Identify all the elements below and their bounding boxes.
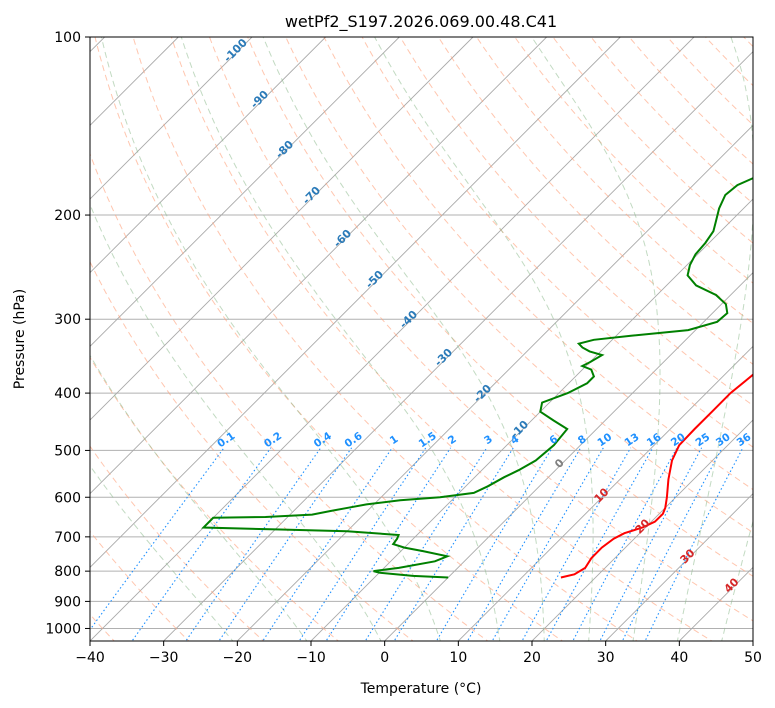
isotherm-line [90, 37, 400, 347]
y-tick-label: 600 [54, 490, 81, 506]
mixing-ratio-line [435, 447, 553, 641]
y-axis-label: Pressure (hPa) [12, 289, 28, 389]
mixing-ratio-line [325, 447, 452, 641]
y-tick-label: 100 [54, 30, 81, 46]
moist-adiabat-line [180, 37, 501, 641]
isotherm-line [90, 37, 253, 200]
y-tick-label: 700 [54, 530, 81, 546]
plot-frame [89, 36, 754, 642]
isotherms [90, 37, 753, 641]
dry-adiabat-line [285, 37, 753, 534]
x-tick-label: 0 [380, 650, 389, 666]
dry-adiabat-line [666, 37, 753, 126]
moist-adiabat-line [90, 464, 234, 641]
y-tick-label: 800 [54, 564, 81, 580]
dry-adiabat-line [437, 37, 753, 365]
isotherm-line [310, 198, 753, 641]
isotherm-line [90, 37, 326, 274]
dewpoint-line [201, 177, 753, 579]
mixing-ratio-line [572, 447, 678, 641]
isotherm-line [752, 640, 753, 641]
y-tick-label: 900 [54, 594, 81, 610]
moist-adiabat-line [676, 37, 753, 641]
x-tick-label: −30 [149, 650, 179, 666]
mixing-ratio-line [364, 447, 488, 641]
y-tick-label: 300 [54, 312, 81, 328]
dry-adiabats [90, 24, 775, 644]
isotherm-line [458, 345, 753, 641]
chart-title: wetPf2_S197.2026.069.00.48.C41 [285, 12, 557, 32]
isotherm-line [237, 124, 753, 641]
x-axis-label: Temperature (°C) [360, 681, 482, 697]
x-tick-label: −20 [223, 650, 253, 666]
x-tick-label: −40 [75, 650, 105, 666]
dry-adiabat-line [208, 37, 753, 622]
isotherm-line [531, 419, 753, 641]
plot-area [90, 37, 753, 641]
moist-adiabat-line [374, 37, 594, 641]
plot-layers [90, 24, 775, 644]
isotherm-line [90, 37, 621, 568]
moist-adiabat-line [765, 37, 775, 643]
dry-adiabat-line [170, 37, 713, 641]
mixing-ratio-lines [90, 447, 744, 641]
dry-adiabat-line [132, 37, 638, 641]
x-tick-label: −10 [296, 650, 326, 666]
isotherm-line [90, 37, 695, 641]
mixing-ratio-line [393, 447, 514, 641]
dry-adiabat-line [769, 24, 775, 644]
gridlines [90, 36, 753, 629]
moist-adiabat-line [721, 519, 753, 641]
dry-adiabat-line [90, 152, 489, 641]
mixing-ratio-line [599, 447, 703, 641]
moist-adiabat-line [90, 354, 308, 641]
y-tick-label: 400 [54, 386, 81, 402]
isotherm-line [163, 51, 753, 641]
isotherm-line [90, 37, 547, 495]
temperature-line [560, 373, 753, 579]
mixing-ratio-line [262, 447, 393, 641]
x-tick-label: 40 [670, 650, 688, 666]
dry-adiabat-line [475, 37, 753, 325]
dry-adiabat-line [590, 37, 753, 205]
profile-series [201, 177, 753, 579]
isotherm-line [90, 37, 474, 421]
x-tick-label: 50 [744, 650, 762, 666]
moist-adiabat-line [100, 37, 441, 641]
x-tick-label: 10 [449, 650, 467, 666]
x-axis: −40 −30 −20 −10 0 10 20 30 40 50 [75, 641, 762, 666]
moist-adiabats [90, 37, 775, 643]
mixing-ratio-line [298, 447, 427, 641]
isotherm-line [384, 272, 753, 641]
dry-adiabat-line [94, 37, 564, 641]
x-tick-label: 30 [597, 650, 615, 666]
isotherm-line [605, 493, 753, 641]
y-tick-label: 1000 [45, 621, 81, 637]
mixing-ratio-line [185, 447, 322, 641]
dry-adiabat-line [90, 530, 190, 641]
mixing-ratio-line [491, 447, 604, 641]
x-tick-label: 20 [523, 650, 541, 666]
moist-adiabat-line [531, 37, 661, 641]
moist-adiabat-line [262, 37, 545, 641]
dry-adiabat-line [361, 37, 753, 448]
y-tick-label: 200 [54, 208, 81, 224]
mixing-ratio-line [466, 447, 582, 641]
y-axis: 100 200 300 400 500 600 700 800 900 1000 [45, 30, 90, 637]
dry-adiabat-line [323, 37, 753, 491]
y-tick-label: 500 [54, 443, 81, 459]
mixing-ratio-line [90, 447, 225, 631]
dry-adiabat-line [628, 37, 753, 165]
dry-adiabat-line [90, 356, 340, 641]
moist-adiabat-line [90, 203, 382, 641]
mixing-ratio-line [218, 447, 353, 641]
